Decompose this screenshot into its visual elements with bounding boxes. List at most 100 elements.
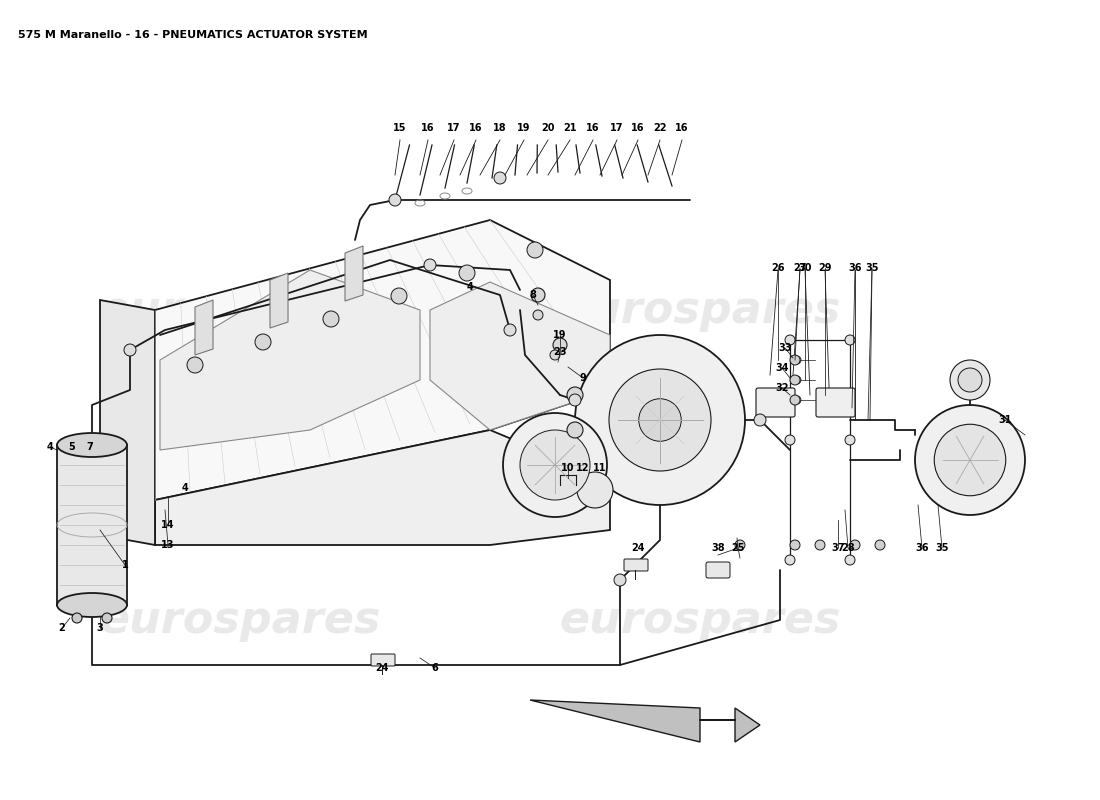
Text: 26: 26 bbox=[771, 263, 784, 273]
Text: 9: 9 bbox=[580, 373, 586, 383]
Circle shape bbox=[950, 360, 990, 400]
Text: 31: 31 bbox=[999, 415, 1012, 425]
Text: 25: 25 bbox=[732, 543, 745, 553]
Circle shape bbox=[566, 422, 583, 438]
Text: 1: 1 bbox=[122, 560, 129, 570]
Polygon shape bbox=[195, 300, 213, 355]
Circle shape bbox=[102, 613, 112, 623]
Circle shape bbox=[790, 395, 800, 405]
Text: 4: 4 bbox=[466, 282, 473, 292]
Text: 35: 35 bbox=[866, 263, 879, 273]
Text: 21: 21 bbox=[563, 123, 576, 133]
Circle shape bbox=[735, 540, 745, 550]
Circle shape bbox=[790, 375, 800, 385]
Polygon shape bbox=[530, 700, 760, 742]
Ellipse shape bbox=[57, 593, 126, 617]
Circle shape bbox=[609, 369, 711, 471]
Text: 16: 16 bbox=[470, 123, 483, 133]
Text: 30: 30 bbox=[799, 263, 812, 273]
Text: 14: 14 bbox=[162, 520, 175, 530]
Ellipse shape bbox=[57, 433, 126, 457]
Polygon shape bbox=[155, 220, 610, 500]
Polygon shape bbox=[155, 430, 610, 545]
Circle shape bbox=[639, 398, 681, 442]
Circle shape bbox=[934, 424, 1005, 496]
FancyBboxPatch shape bbox=[816, 388, 855, 417]
Text: eurospares: eurospares bbox=[559, 598, 840, 642]
Text: 8: 8 bbox=[529, 290, 537, 300]
Text: eurospares: eurospares bbox=[99, 598, 381, 642]
FancyBboxPatch shape bbox=[57, 445, 126, 605]
FancyBboxPatch shape bbox=[756, 388, 795, 417]
Circle shape bbox=[614, 574, 626, 586]
Circle shape bbox=[793, 356, 801, 364]
Text: 17: 17 bbox=[610, 123, 624, 133]
Text: 22: 22 bbox=[653, 123, 667, 133]
FancyBboxPatch shape bbox=[624, 559, 648, 571]
Circle shape bbox=[578, 472, 613, 508]
Circle shape bbox=[785, 435, 795, 445]
Text: 7: 7 bbox=[87, 442, 94, 452]
Text: 34: 34 bbox=[776, 363, 789, 373]
Text: 4: 4 bbox=[46, 442, 54, 452]
Text: 13: 13 bbox=[162, 540, 175, 550]
Circle shape bbox=[550, 350, 560, 360]
Circle shape bbox=[845, 555, 855, 565]
Circle shape bbox=[553, 338, 566, 352]
Circle shape bbox=[323, 311, 339, 327]
Circle shape bbox=[494, 172, 506, 184]
Text: 11: 11 bbox=[593, 463, 607, 473]
Text: 38: 38 bbox=[712, 543, 725, 553]
Polygon shape bbox=[430, 282, 610, 430]
Text: 19: 19 bbox=[517, 123, 530, 133]
Text: 575 M Maranello - 16 - PNEUMATICS ACTUATOR SYSTEM: 575 M Maranello - 16 - PNEUMATICS ACTUAT… bbox=[18, 30, 367, 40]
Text: 5: 5 bbox=[68, 442, 76, 452]
Text: 29: 29 bbox=[818, 263, 832, 273]
Text: 6: 6 bbox=[431, 663, 439, 673]
Text: 4: 4 bbox=[182, 483, 188, 493]
Circle shape bbox=[915, 405, 1025, 515]
Text: 19: 19 bbox=[553, 330, 566, 340]
Text: 36: 36 bbox=[848, 263, 861, 273]
Circle shape bbox=[566, 387, 583, 403]
Text: 28: 28 bbox=[842, 543, 855, 553]
Circle shape bbox=[845, 435, 855, 445]
Circle shape bbox=[790, 355, 800, 365]
Circle shape bbox=[575, 335, 745, 505]
Text: 16: 16 bbox=[586, 123, 600, 133]
Text: eurospares: eurospares bbox=[559, 289, 840, 331]
Text: 10: 10 bbox=[561, 463, 574, 473]
Circle shape bbox=[569, 394, 581, 406]
Circle shape bbox=[255, 334, 271, 350]
Circle shape bbox=[845, 335, 855, 345]
Text: 3: 3 bbox=[97, 623, 103, 633]
Circle shape bbox=[504, 324, 516, 336]
Circle shape bbox=[793, 396, 801, 404]
Circle shape bbox=[72, 613, 82, 623]
Circle shape bbox=[459, 265, 475, 281]
Text: 16: 16 bbox=[631, 123, 645, 133]
Circle shape bbox=[534, 310, 543, 320]
Text: 35: 35 bbox=[935, 543, 948, 553]
Text: 16: 16 bbox=[421, 123, 434, 133]
Circle shape bbox=[390, 288, 407, 304]
Text: eurospares: eurospares bbox=[99, 289, 381, 331]
Circle shape bbox=[790, 540, 800, 550]
Text: 24: 24 bbox=[631, 543, 645, 553]
Text: 2: 2 bbox=[58, 623, 65, 633]
Circle shape bbox=[815, 540, 825, 550]
Text: 24: 24 bbox=[375, 663, 388, 673]
Text: 18: 18 bbox=[493, 123, 507, 133]
Text: 15: 15 bbox=[394, 123, 407, 133]
Polygon shape bbox=[345, 246, 363, 301]
Circle shape bbox=[503, 413, 607, 517]
Text: 16: 16 bbox=[675, 123, 689, 133]
Text: 37: 37 bbox=[832, 543, 845, 553]
Circle shape bbox=[424, 259, 436, 271]
Text: 27: 27 bbox=[793, 263, 806, 273]
Circle shape bbox=[958, 368, 982, 392]
Text: 20: 20 bbox=[541, 123, 554, 133]
Circle shape bbox=[531, 288, 544, 302]
Text: 36: 36 bbox=[915, 543, 928, 553]
Circle shape bbox=[785, 335, 795, 345]
